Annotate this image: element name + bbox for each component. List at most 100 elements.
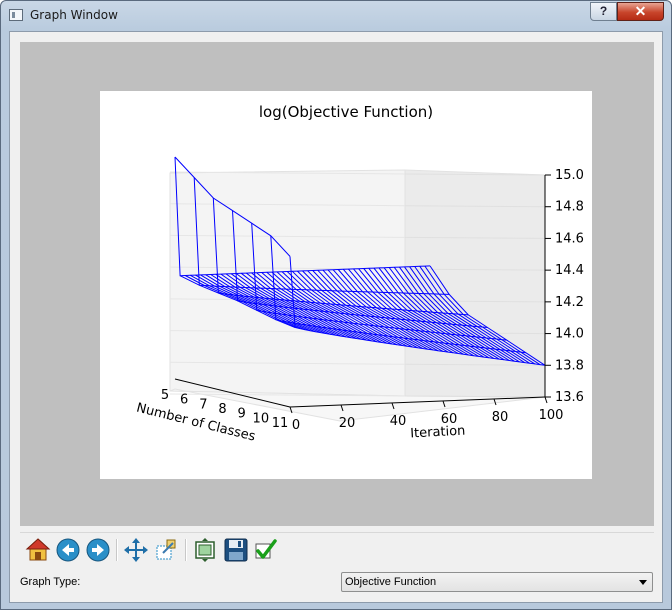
zoom-rect-icon — [156, 539, 176, 560]
surface-line — [256, 272, 372, 342]
y-tick-label: 8 — [218, 402, 226, 417]
zoom-button[interactable] — [153, 537, 179, 563]
surface-line — [215, 273, 332, 335]
axis-lines — [174, 175, 546, 408]
surface-line — [261, 272, 377, 343]
x-tick-mark — [493, 398, 497, 406]
surface-line — [286, 271, 403, 346]
x-tick-mark — [289, 406, 293, 414]
surface-line — [388, 267, 505, 361]
z-tick-label: 14.2 — [555, 295, 584, 310]
checkmark-icon — [255, 539, 277, 559]
surface-line — [302, 270, 418, 349]
x-axis-label: Iteration — [410, 424, 466, 442]
z-grid-line — [404, 205, 546, 208]
surface-line — [200, 274, 316, 333]
surface-line — [179, 275, 296, 328]
z-grid-line — [404, 173, 546, 176]
surface-line — [342, 268, 459, 354]
plot-toolbar — [20, 532, 654, 568]
surface-line — [368, 267, 485, 358]
x-tick-label: 60 — [441, 412, 458, 427]
surface-line — [297, 270, 413, 348]
x-axis-ticks: 0 20 40 60 80 100 — [289, 396, 564, 433]
x-tick-label: 0 — [292, 418, 300, 433]
close-button[interactable]: ✕ — [617, 2, 664, 21]
pan-button[interactable] — [123, 537, 149, 563]
surface-line — [235, 273, 352, 339]
z-grid-line — [404, 236, 546, 239]
apply-button[interactable] — [253, 537, 279, 563]
surface-line — [414, 266, 530, 364]
configure-button[interactable] — [192, 537, 218, 563]
surface-chart: log(Objective Function) 13.6 13.8 14.0 14.2… — [135, 103, 584, 445]
surface-line — [220, 273, 337, 336]
graph-type-label: Graph Type: — [20, 576, 81, 588]
surface-line — [271, 271, 388, 344]
surface-line — [230, 273, 347, 338]
forward-arrow-icon — [86, 538, 110, 562]
toolbar-separator — [116, 539, 118, 561]
surface-line — [307, 270, 423, 349]
z-grid-line — [404, 395, 546, 398]
z-axis-ticks: 13.6 13.8 14.0 14.2 14.4 14.6 14.8 15.0 — [545, 168, 584, 405]
home-button[interactable] — [25, 537, 51, 563]
window-title: Graph Window — [30, 8, 118, 22]
surface-line — [276, 271, 393, 345]
surface-line — [195, 274, 311, 332]
subplots-icon — [195, 538, 215, 562]
grid-lines — [169, 171, 546, 398]
surface-line — [404, 266, 520, 363]
surface-line — [240, 272, 357, 339]
x-tick-label: 80 — [492, 410, 509, 425]
x-tick-label: 100 — [539, 408, 564, 423]
z-grid-line — [169, 203, 406, 207]
y-tick-label: 11 — [272, 416, 289, 431]
x-tick-label: 20 — [339, 416, 356, 431]
y-tick-label: 7 — [199, 397, 207, 412]
z-tick-label: 15.0 — [555, 168, 584, 183]
save-button[interactable] — [223, 537, 249, 563]
toolbar-separator — [185, 539, 187, 561]
title-bar[interactable]: Graph Window ? ✕ — [1, 1, 671, 31]
surface-line — [322, 269, 439, 352]
move-icon — [124, 538, 148, 562]
surface-line — [393, 267, 510, 361]
surface-line — [225, 273, 342, 337]
surface-line — [353, 268, 469, 356]
x-tick-mark — [544, 396, 548, 404]
plot-canvas-area[interactable]: log(Objective Function) 13.6 13.8 14.0 14.2… — [20, 42, 654, 526]
surface-line — [266, 271, 383, 343]
z-grid-line — [169, 393, 406, 397]
graph-type-select[interactable]: Objective Function — [341, 572, 653, 592]
surface-line — [398, 266, 515, 362]
surface-line — [424, 265, 541, 366]
surface-line — [246, 272, 362, 340]
y-tick-label: 9 — [238, 407, 246, 422]
surface-line — [363, 268, 479, 357]
window-icon — [9, 9, 23, 21]
surface-line — [429, 265, 546, 366]
z-tick-label: 14.6 — [555, 231, 584, 246]
z-grid-line — [404, 363, 546, 366]
surface-line — [317, 269, 434, 351]
help-button[interactable]: ? — [590, 2, 617, 21]
y-tick-label: 5 — [161, 388, 169, 403]
z-tick-label: 14.0 — [555, 327, 584, 342]
home-icon — [25, 538, 51, 561]
surface-line — [358, 268, 474, 357]
y-tick-label: 10 — [253, 411, 270, 426]
forward-button[interactable] — [85, 537, 111, 563]
surface-line — [348, 268, 464, 355]
z-grid-line — [169, 361, 406, 365]
surface-line — [205, 274, 321, 334]
surface-line — [312, 270, 428, 350]
z-grid-line — [169, 171, 406, 175]
x-tick-mark — [340, 404, 344, 412]
surface-line — [210, 274, 326, 334]
back-button[interactable] — [55, 537, 81, 563]
surface-line — [337, 269, 454, 354]
graph-type-value: Objective Function — [345, 576, 437, 588]
x-tick-label: 40 — [390, 414, 407, 429]
